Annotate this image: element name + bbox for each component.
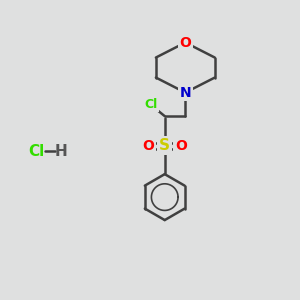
Text: O: O <box>179 35 191 50</box>
Text: O: O <box>175 139 187 153</box>
Text: S: S <box>159 138 170 153</box>
Text: N: N <box>179 85 191 100</box>
Text: Cl: Cl <box>28 144 45 159</box>
Text: Cl: Cl <box>144 98 157 111</box>
Text: O: O <box>142 139 154 153</box>
Text: H: H <box>54 144 67 159</box>
